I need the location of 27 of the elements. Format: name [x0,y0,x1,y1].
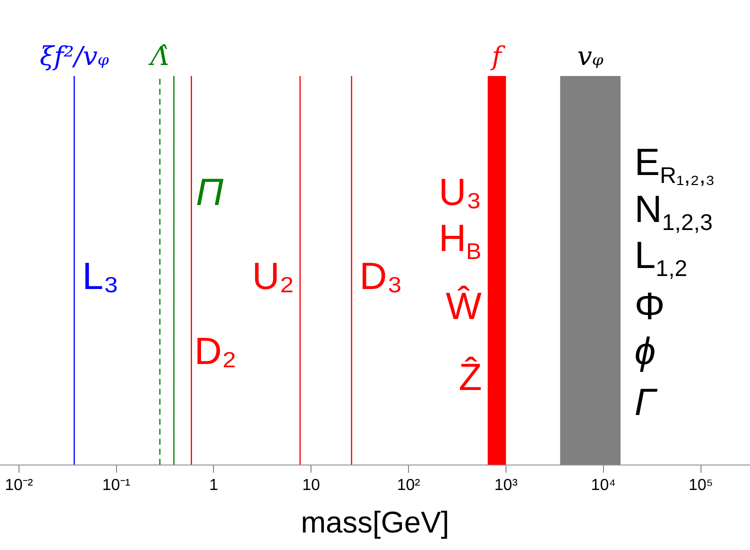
annotation: Π [196,172,224,214]
annotation: Φ [634,286,665,328]
annotation: E$_{R₁,₂,₃}$ [634,142,715,188]
x-tick-label: 1 [209,476,218,494]
annotation: D₂ [194,331,237,374]
annotation: H$_{B}$ [438,218,482,264]
annotation: U₂ [252,256,294,298]
x-tick-label: 10⁻¹ [102,476,130,494]
annotation: Ŵ [446,286,482,328]
x-tick-label: 10 [302,476,320,494]
annotation: L$_{1,2}$ [634,235,688,282]
x-tick-label: 10⁴ [591,476,616,494]
annotation: N$_{1,2,3}$ [634,188,713,235]
annotation: D₃ [360,256,402,298]
x-tick-label: 10² [396,476,421,494]
x-tick-label: 10⁻² [4,476,34,494]
annotation: Γ [634,382,656,424]
annotation: L₃ [82,256,119,298]
annotation: ϕ [634,331,656,374]
series-label: ξf²/vᵩ [40,42,109,72]
series-label: Λ̂ [150,42,170,72]
x-tick-label: 10⁵ [688,476,714,494]
band-label: vᵩ [577,42,604,72]
annotation: U₃ [438,172,482,214]
x-axis-title: mass[GeV] [300,506,450,540]
x-tick-label: 10³ [494,476,518,494]
annotation: Ẑ [458,357,482,400]
